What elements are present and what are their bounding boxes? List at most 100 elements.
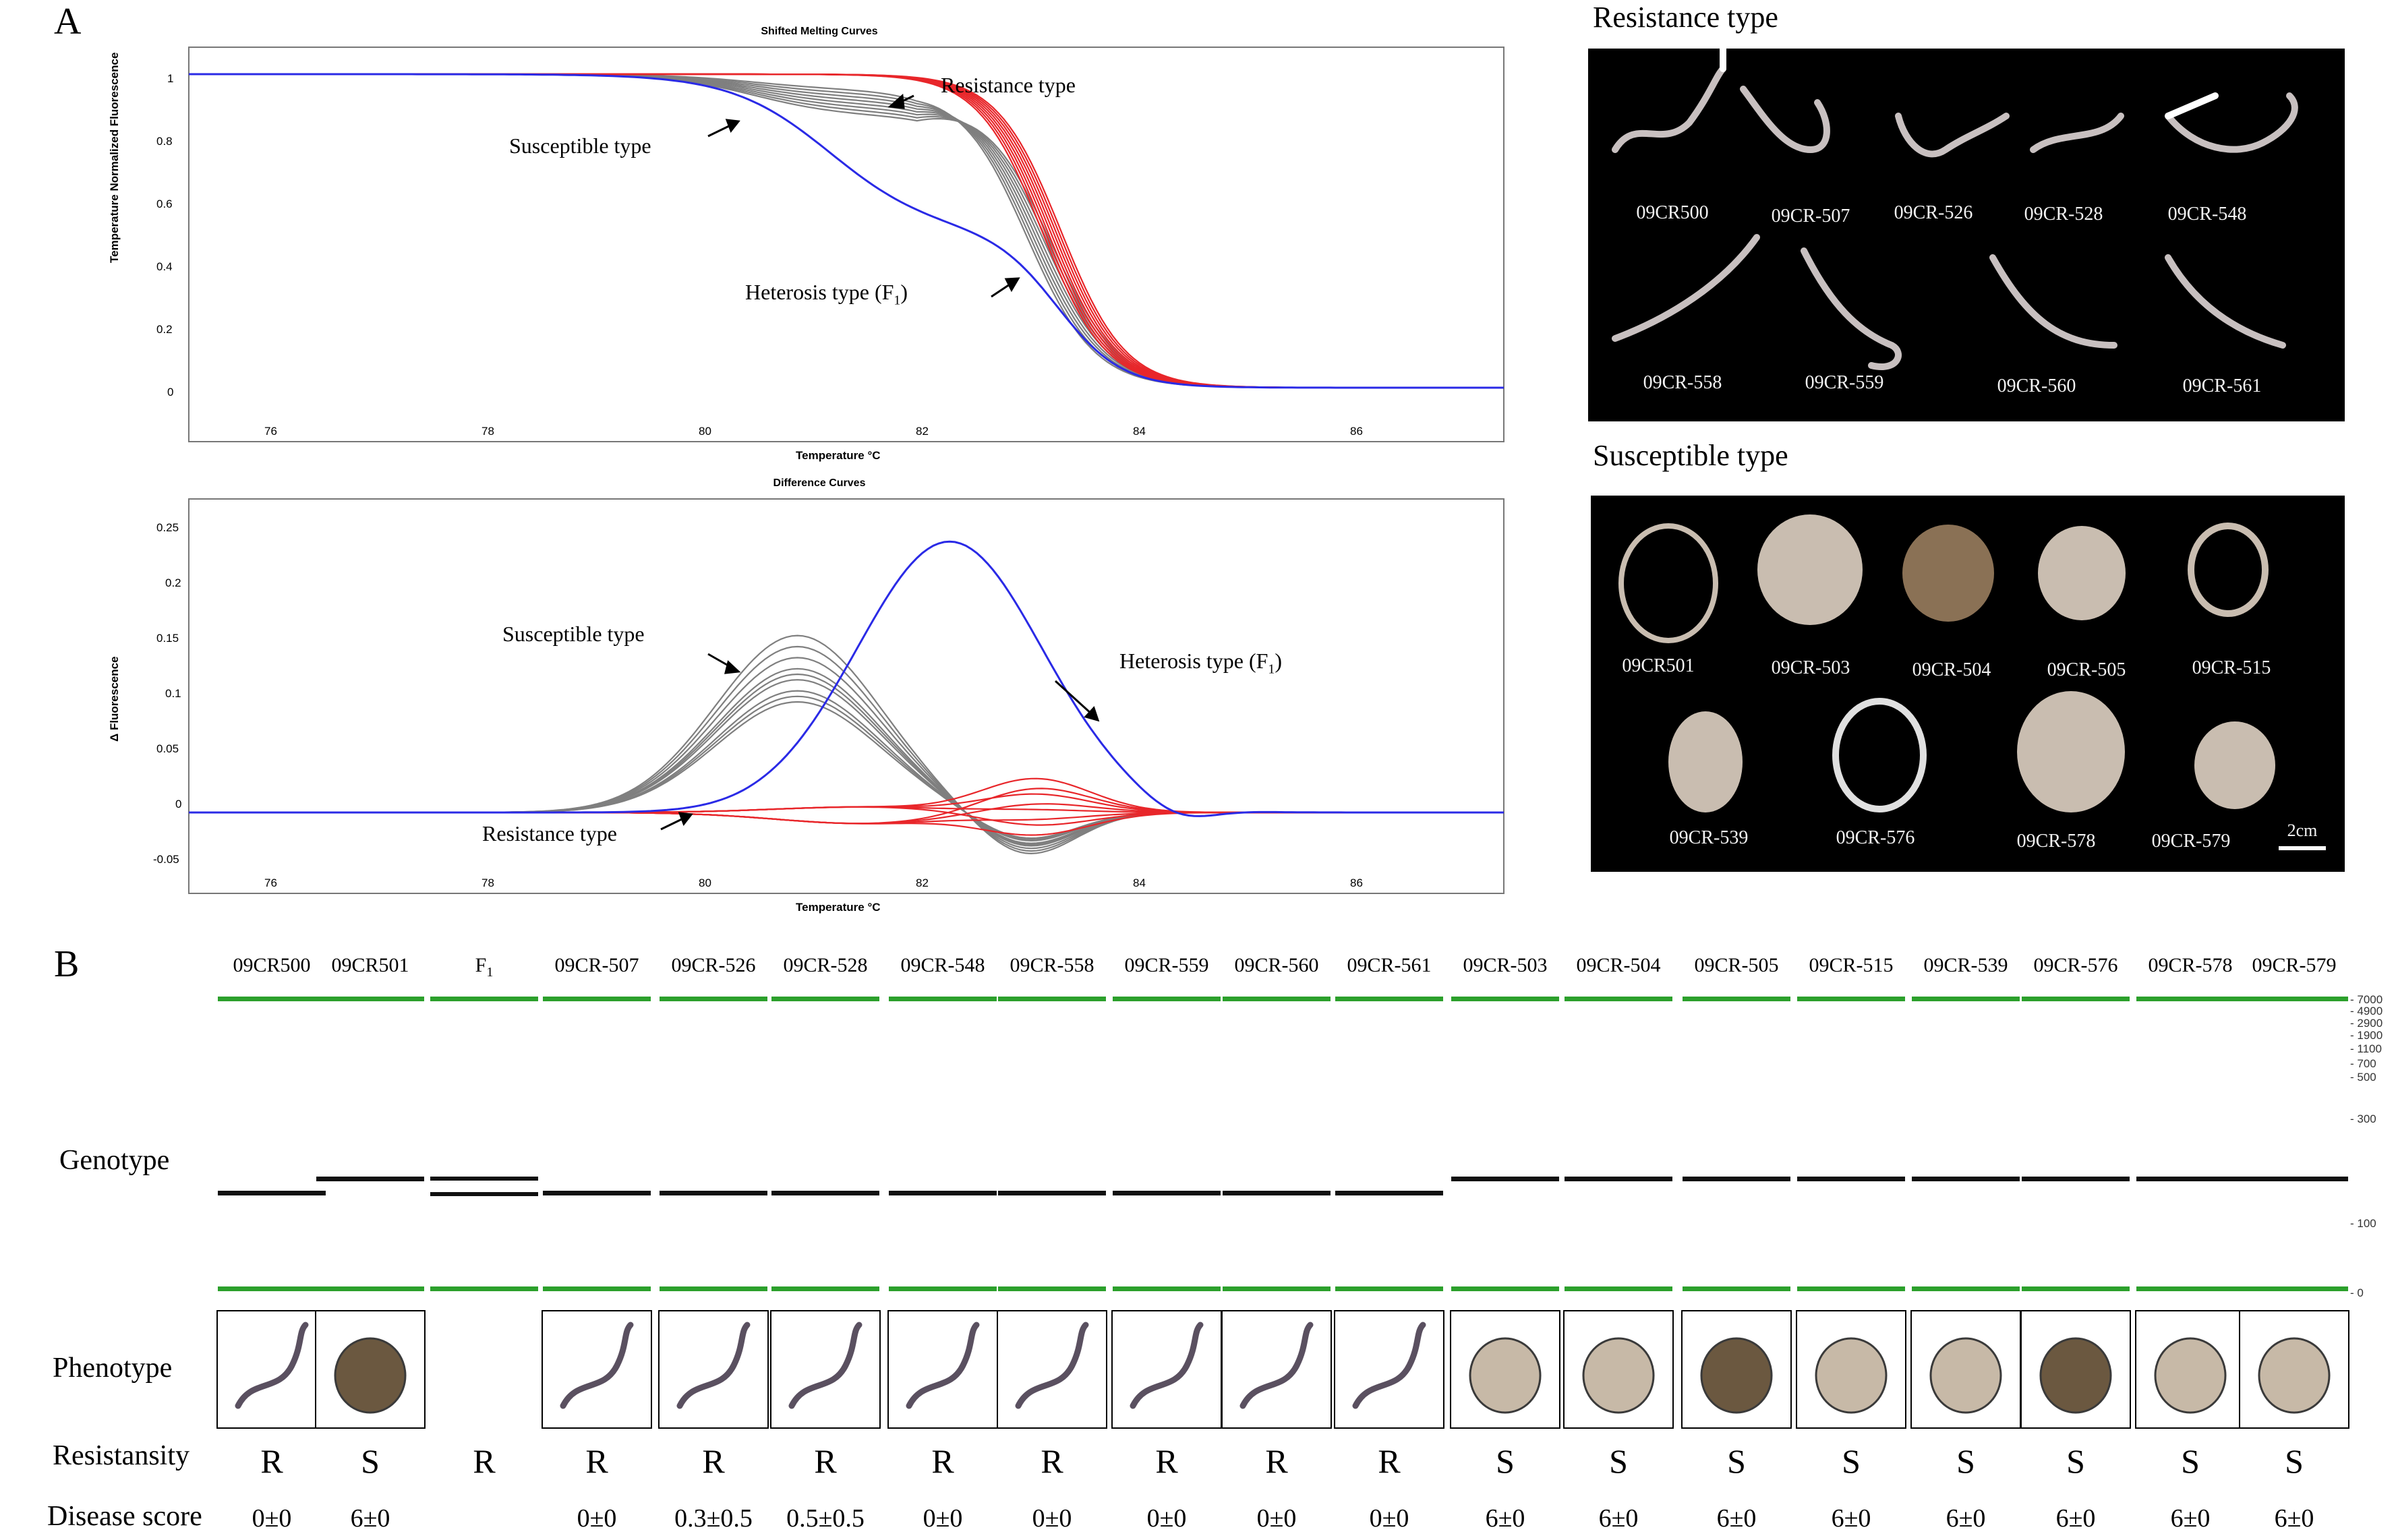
gel-well-line xyxy=(1683,997,1790,1001)
gel-band xyxy=(1683,1177,1790,1181)
ladder-size-label: - 4900 xyxy=(2350,1005,2383,1017)
gel-band xyxy=(1912,1177,2020,1181)
difference-y-label: Δ Fluorescence xyxy=(108,656,121,742)
sample-name: 09CR-558 xyxy=(1010,954,1094,976)
resistance-melt-curve xyxy=(189,73,1504,389)
gel-bottom-line xyxy=(660,1286,767,1291)
susceptible-melt-curve xyxy=(189,73,1504,389)
resistance-photo-label: 09CR-559 xyxy=(1805,372,1884,393)
susceptible-photo-label: 09CR501 xyxy=(1622,655,1695,676)
resistance-photo-label: 09CR-560 xyxy=(1997,376,2076,396)
gel-band xyxy=(430,1177,538,1181)
gel-bottom-line xyxy=(1683,1286,1790,1291)
difference-arrows xyxy=(660,653,1100,831)
difference-curves-chart: Difference Curves Δ Fluorescence Tempera… xyxy=(108,472,1517,917)
phenotype-image xyxy=(887,1310,998,1429)
phenotype-image xyxy=(1450,1310,1560,1429)
melting-xtick: 82 xyxy=(916,425,929,438)
gel-well-line xyxy=(998,997,1106,1001)
ladder-size-label: - 7000 xyxy=(2350,993,2383,1006)
ladder-size-label: - 700 xyxy=(2350,1057,2376,1070)
sample-name: 09CR-503 xyxy=(1463,954,1548,976)
ladder-size-label: - 1900 xyxy=(2350,1029,2383,1042)
disease-score-value: 6±0 xyxy=(1485,1504,1525,1533)
disease-score-value: 6±0 xyxy=(2170,1504,2211,1533)
resistance-photos-title: Resistance type xyxy=(1593,1,1778,34)
resistansity-value: R xyxy=(585,1442,608,1480)
gel-well-line xyxy=(1223,997,1331,1001)
gel-band xyxy=(1223,1191,1331,1195)
susceptible-diff-curve xyxy=(189,690,1504,842)
phenotype-image xyxy=(1111,1310,1222,1429)
phenotype-image xyxy=(997,1310,1107,1429)
disease-score-value: 6±0 xyxy=(1598,1504,1639,1533)
melting-chart-title: Shifted Melting Curves xyxy=(761,26,878,37)
disease-score-value: 0.5±0.5 xyxy=(786,1504,865,1533)
gel-well-line xyxy=(2022,997,2130,1001)
susceptible-diff-curve xyxy=(189,645,1504,852)
susceptible-melt-curve xyxy=(189,73,1504,389)
melting-ytick: 0.6 xyxy=(156,198,173,210)
ladder-size-label: - 500 xyxy=(2350,1071,2376,1084)
phenotype-image xyxy=(1221,1310,1332,1429)
resistance-photo-label: 09CR-528 xyxy=(2024,204,2103,225)
sample-name: 09CR-548 xyxy=(900,954,985,976)
resistance-photo-label: 09CR500 xyxy=(1636,202,1709,223)
difference-x-label: Temperature °C xyxy=(796,901,881,914)
susceptible-diff-curve xyxy=(189,679,1504,844)
susceptible-melt-curve xyxy=(189,73,1504,389)
susceptible-diff-curve xyxy=(189,673,1504,846)
melting-curves-chart: Shifted Melting Curves Temperature Norma… xyxy=(108,20,1517,465)
gel-well-line xyxy=(1451,997,1559,1001)
gel-bottom-line xyxy=(543,1286,651,1291)
difference-ytick: 0.15 xyxy=(156,632,179,645)
gel-well-line xyxy=(660,997,767,1001)
phenotype-image xyxy=(1334,1310,1444,1429)
disease-score-value: 0±0 xyxy=(923,1504,963,1533)
resistansity-value: S xyxy=(361,1442,380,1480)
susceptible-melt-curve xyxy=(189,73,1504,389)
gel-bottom-line xyxy=(316,1286,424,1291)
sample-name: 09CR-559 xyxy=(1124,954,1209,976)
gel-lanes xyxy=(218,997,2348,1291)
difference-ytick: 0.05 xyxy=(156,742,179,755)
susceptible-diff-curve xyxy=(189,695,1504,841)
gel-band xyxy=(771,1191,879,1195)
sample-name: 09CR-539 xyxy=(1923,954,2008,976)
difference-resistance-label: Resistance type xyxy=(482,821,617,846)
difference-xtick: 84 xyxy=(1133,877,1146,889)
gel-band xyxy=(2136,1177,2244,1181)
difference-ytick: 0.25 xyxy=(156,521,179,534)
disease-score-value: 0±0 xyxy=(577,1504,617,1533)
resistansity-value: R xyxy=(1265,1442,1288,1480)
phenotype-image xyxy=(2020,1310,2131,1429)
phenotype-image xyxy=(1681,1310,1792,1429)
susceptible-diff-curve xyxy=(189,701,1504,839)
susceptible-photo-label: 09CR-578 xyxy=(2016,831,2096,852)
disease-score-row-label: Disease score xyxy=(47,1501,202,1532)
gel-band xyxy=(1335,1191,1443,1195)
resistansity-value: R xyxy=(1378,1442,1401,1480)
susceptible-photo-label: 09CR-576 xyxy=(1836,827,1915,848)
sample-name: F1 xyxy=(475,954,494,980)
gel-band xyxy=(2022,1177,2130,1181)
gel-well-line xyxy=(771,997,879,1001)
phenotype-image xyxy=(1796,1310,1906,1429)
gel-well-line xyxy=(889,997,997,1001)
resistance-photo-label: 09CR-548 xyxy=(2167,204,2247,225)
disease-score-value: 6±0 xyxy=(1716,1504,1757,1533)
ladder-size-label: - 2900 xyxy=(2350,1017,2383,1030)
resistansity-value: R xyxy=(931,1442,954,1480)
ladder-size-label: - 0 xyxy=(2350,1286,2364,1299)
gel-bottom-line xyxy=(1451,1286,1559,1291)
susceptible-photos-title: Susceptible type xyxy=(1593,439,1788,472)
resistance-melt-curve xyxy=(189,73,1504,389)
phenotype-image xyxy=(658,1310,769,1429)
melting-plot-svg xyxy=(188,47,1504,442)
gel-bottom-line xyxy=(1223,1286,1331,1291)
gel-bottom-line xyxy=(1565,1286,1672,1291)
phenotype-image xyxy=(2135,1310,2246,1429)
phenotype-image xyxy=(1563,1310,1674,1429)
gel-well-line xyxy=(1565,997,1672,1001)
disease-score-value: 6±0 xyxy=(1946,1504,1986,1533)
